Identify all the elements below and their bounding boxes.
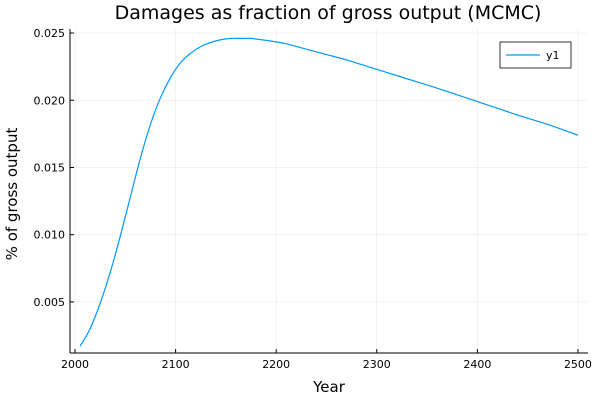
x-tick-label: 2500 — [564, 358, 592, 371]
tick-labels: 2000 2100 2200 2300 2400 2500 0.005 0.010 0.015 0… — [34, 27, 592, 371]
x-tick-label: 2000 — [61, 358, 89, 371]
series-line-y1 — [79, 37, 579, 347]
x-tick-label: 2100 — [162, 358, 190, 371]
chart-title: Damages as fraction of gross output (MCM… — [115, 2, 542, 24]
y-tick-label: 0.025 — [34, 27, 66, 40]
x-axis-label: Year — [312, 378, 346, 396]
x-tick-label: 2400 — [463, 358, 491, 371]
y-tick-label: 0.005 — [34, 296, 66, 309]
y-tick-label: 0.015 — [34, 161, 66, 174]
axes — [69, 29, 588, 354]
x-tick-label: 2300 — [363, 358, 391, 371]
grid — [70, 29, 588, 353]
legend: y1 — [499, 41, 572, 69]
series-group — [79, 37, 579, 347]
legend-label-y1: y1 — [546, 49, 560, 62]
y-axis-label: % of gross output — [3, 128, 21, 261]
y-tick-label: 0.010 — [34, 229, 66, 242]
y-tick-label: 0.020 — [34, 94, 66, 107]
x-tick-label: 2200 — [262, 358, 290, 371]
